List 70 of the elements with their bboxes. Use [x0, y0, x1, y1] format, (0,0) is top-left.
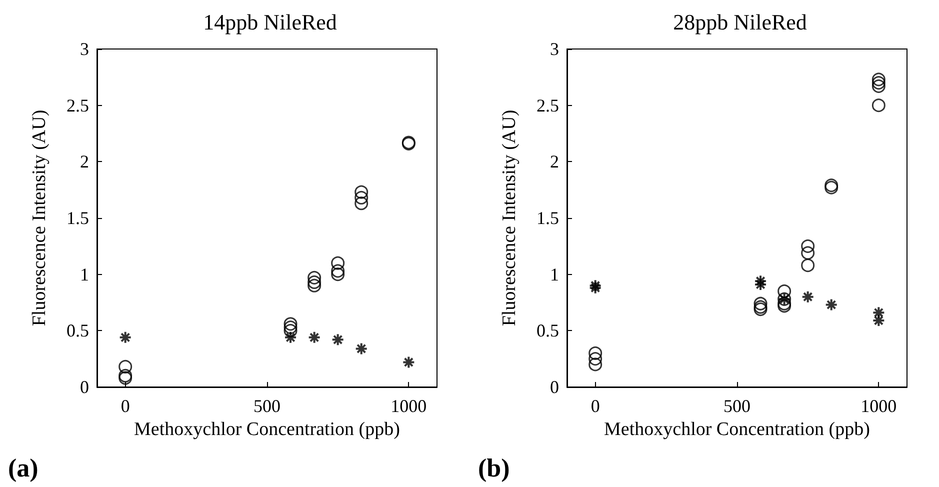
point	[872, 72, 886, 86]
point	[754, 302, 768, 316]
point	[331, 264, 345, 278]
point	[284, 317, 298, 331]
y-tick-label: 1	[550, 264, 559, 284]
y-tick-label: 2.5	[66, 95, 89, 116]
point	[331, 256, 345, 270]
point	[354, 190, 368, 204]
point	[331, 333, 344, 346]
point	[872, 76, 886, 90]
text: (b)	[478, 454, 510, 482]
point	[754, 296, 768, 310]
point	[354, 196, 368, 210]
point	[801, 258, 815, 272]
point	[118, 330, 132, 344]
point	[801, 239, 815, 253]
y-tick-label: 0	[80, 377, 89, 397]
point	[588, 346, 602, 360]
point	[754, 300, 768, 314]
point	[308, 270, 322, 284]
point	[588, 358, 602, 372]
point	[331, 268, 345, 282]
point	[354, 185, 368, 199]
point	[754, 278, 768, 291]
point	[118, 360, 132, 374]
chart-title: 14ppb NileRed	[203, 10, 337, 34]
y-tick-label: 3	[80, 39, 89, 59]
point	[284, 324, 298, 338]
y-tick-label: 0.5	[66, 320, 89, 341]
y-tick-label: 2	[550, 152, 559, 172]
x-tick-label: 1000	[860, 396, 897, 416]
y-tick-label: 1.5	[66, 208, 89, 228]
point	[824, 298, 838, 312]
y-tick-label: 3	[550, 39, 559, 59]
point	[118, 368, 132, 382]
y-tick-label: 2	[80, 152, 89, 172]
point	[778, 296, 792, 310]
point	[118, 371, 132, 385]
point	[778, 284, 792, 298]
point	[778, 299, 792, 313]
y-axis-title: Fluorescence Intensity (AU)	[29, 110, 50, 326]
x-tick-label: 1000	[390, 396, 427, 416]
y-tick-label: 0	[550, 377, 559, 397]
point	[872, 314, 886, 328]
x-tick-label: 500	[254, 396, 280, 416]
y-tick-label: 2.5	[536, 95, 559, 116]
y-axis-title: Fluorescence Intensity (AU)	[499, 110, 520, 326]
x-axis-title: Methoxychlor Concentration (ppb)	[134, 418, 400, 440]
y-tick-label: 0.5	[536, 320, 559, 341]
x-tick-label: 500	[724, 396, 750, 416]
y-tick-label: 1	[80, 264, 89, 284]
point	[801, 246, 815, 260]
x-tick-label: 0	[590, 396, 600, 416]
x-tick-label: 0	[120, 396, 130, 416]
point	[284, 320, 298, 334]
text: (a)	[8, 454, 38, 482]
point	[872, 98, 886, 112]
point	[308, 278, 322, 292]
point	[402, 356, 416, 369]
point	[588, 352, 602, 366]
point	[801, 290, 814, 304]
chart-title: 28ppb NileRed	[673, 10, 807, 34]
x-axis-title: Methoxychlor Concentration (ppb)	[604, 418, 870, 440]
point	[354, 342, 368, 356]
point	[308, 330, 321, 344]
point	[872, 79, 886, 93]
point	[872, 306, 886, 320]
point	[308, 275, 322, 289]
y-tick-label: 1.5	[536, 208, 559, 228]
point	[284, 330, 298, 344]
